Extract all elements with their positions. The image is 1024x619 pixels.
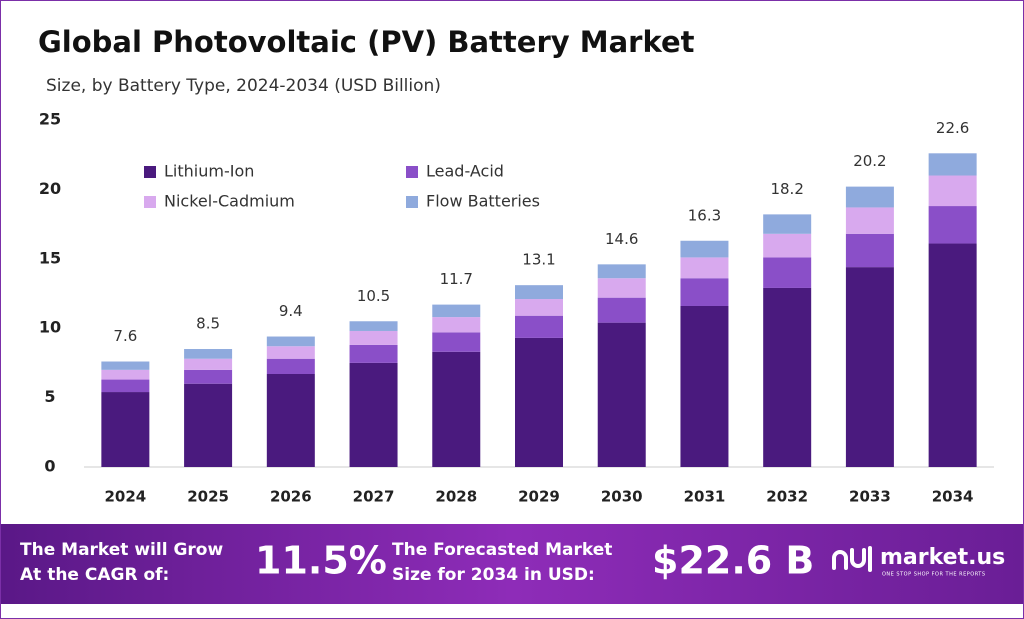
bar-segment: [266, 374, 315, 467]
cagr-text: The Market will Grow: [20, 540, 223, 560]
total-label: 18.2: [770, 180, 803, 198]
bar-segment: [597, 278, 646, 298]
bar-segment: [101, 392, 150, 467]
forecast-value: $22.6 B: [652, 539, 814, 583]
x-tick-label: 2033: [849, 488, 891, 506]
x-tick-label: 2024: [104, 488, 146, 506]
total-label: 22.6: [936, 119, 969, 137]
x-tick-label: 2028: [435, 488, 477, 506]
bar-segment: [928, 243, 977, 467]
bar-segment: [515, 337, 563, 467]
bar-segment: [680, 278, 729, 306]
bar-segment: [928, 175, 977, 207]
bar-segment: [515, 299, 563, 316]
bar-segment: [763, 233, 812, 258]
bar-segment: [349, 330, 398, 345]
bar-segment: [101, 379, 150, 393]
legend-swatch: [144, 196, 156, 208]
x-tick-label: 2030: [601, 488, 643, 506]
bar-segment: [266, 346, 315, 359]
bar-segment: [928, 206, 977, 244]
bar-segment: [845, 207, 894, 234]
total-label: 13.1: [522, 251, 555, 269]
bar-segment: [184, 383, 233, 467]
bar-segment: [432, 304, 481, 318]
x-tick-label: 2027: [353, 488, 395, 506]
legend-swatch: [406, 166, 418, 178]
bar-segment: [184, 369, 233, 384]
bar-segment: [101, 369, 150, 380]
total-label: 9.4: [279, 302, 303, 320]
total-label: 10.5: [357, 287, 390, 305]
bar-segment: [763, 287, 812, 467]
y-tick-label: 15: [39, 248, 61, 267]
total-label: 20.2: [853, 152, 886, 170]
bar-segment: [349, 321, 398, 331]
legend-label: Lead-Acid: [426, 162, 504, 181]
bar-segment: [763, 257, 812, 288]
bar-segment: [597, 264, 646, 279]
legend-label: Nickel-Cadmium: [164, 192, 295, 211]
bar-segment: [184, 358, 233, 370]
x-tick-label: 2032: [766, 488, 808, 506]
bar-segment: [597, 322, 646, 467]
bar-segment: [928, 153, 977, 176]
bar-segment: [432, 317, 481, 333]
bar-segment: [266, 336, 315, 347]
forecast-text: Size for 2034 in USD:: [392, 565, 595, 585]
bar-segment: [101, 361, 150, 370]
legend-label: Flow Batteries: [426, 192, 540, 211]
bar-segment: [349, 344, 398, 363]
forecast-text: The Forecasted Market: [392, 540, 612, 560]
total-label: 8.5: [196, 315, 220, 333]
bar-segment: [515, 315, 563, 338]
bar-segment: [432, 351, 481, 467]
cagr-value: 11.5%: [255, 539, 387, 583]
y-tick-label: 20: [39, 179, 61, 198]
logo-icon: [832, 546, 872, 572]
total-label: 11.7: [440, 270, 473, 288]
x-tick-label: 2031: [684, 488, 726, 506]
cagr-text: At the CAGR of:: [20, 565, 169, 585]
legend-swatch: [144, 166, 156, 178]
bar-segment: [680, 305, 729, 467]
y-tick-label: 0: [44, 457, 55, 476]
bar-segment: [845, 267, 894, 467]
brand: market.us: [880, 545, 1005, 570]
bar-segment: [845, 233, 894, 268]
total-label: 7.6: [113, 327, 137, 345]
total-label: 14.6: [605, 230, 638, 248]
y-tick-label: 10: [39, 318, 61, 337]
y-tick-label: 25: [39, 110, 61, 129]
bar-segment: [515, 285, 563, 300]
bar-segment: [763, 214, 812, 234]
bar-segment: [184, 349, 233, 359]
bar-segment: [597, 297, 646, 323]
legend-label: Lithium-Ion: [164, 162, 254, 181]
chart-subtitle: Size, by Battery Type, 2024-2034 (USD Bi…: [46, 76, 441, 96]
tagline: ONE STOP SHOP FOR THE REPORTS: [882, 572, 986, 578]
bar-segment: [266, 358, 315, 375]
bar-segment: [680, 240, 729, 258]
chart-title: Global Photovoltaic (PV) Battery Market: [38, 25, 695, 59]
x-tick-label: 2029: [518, 488, 560, 506]
x-tick-label: 2025: [187, 488, 229, 506]
total-label: 16.3: [688, 206, 721, 224]
bar-segment: [845, 186, 894, 208]
y-tick-label: 5: [44, 387, 55, 406]
x-tick-label: 2034: [932, 488, 974, 506]
legend-swatch: [406, 196, 418, 208]
x-tick-label: 2026: [270, 488, 312, 506]
bar-segment: [432, 332, 481, 352]
bar-segment: [349, 362, 398, 467]
bar-segment: [680, 257, 729, 279]
